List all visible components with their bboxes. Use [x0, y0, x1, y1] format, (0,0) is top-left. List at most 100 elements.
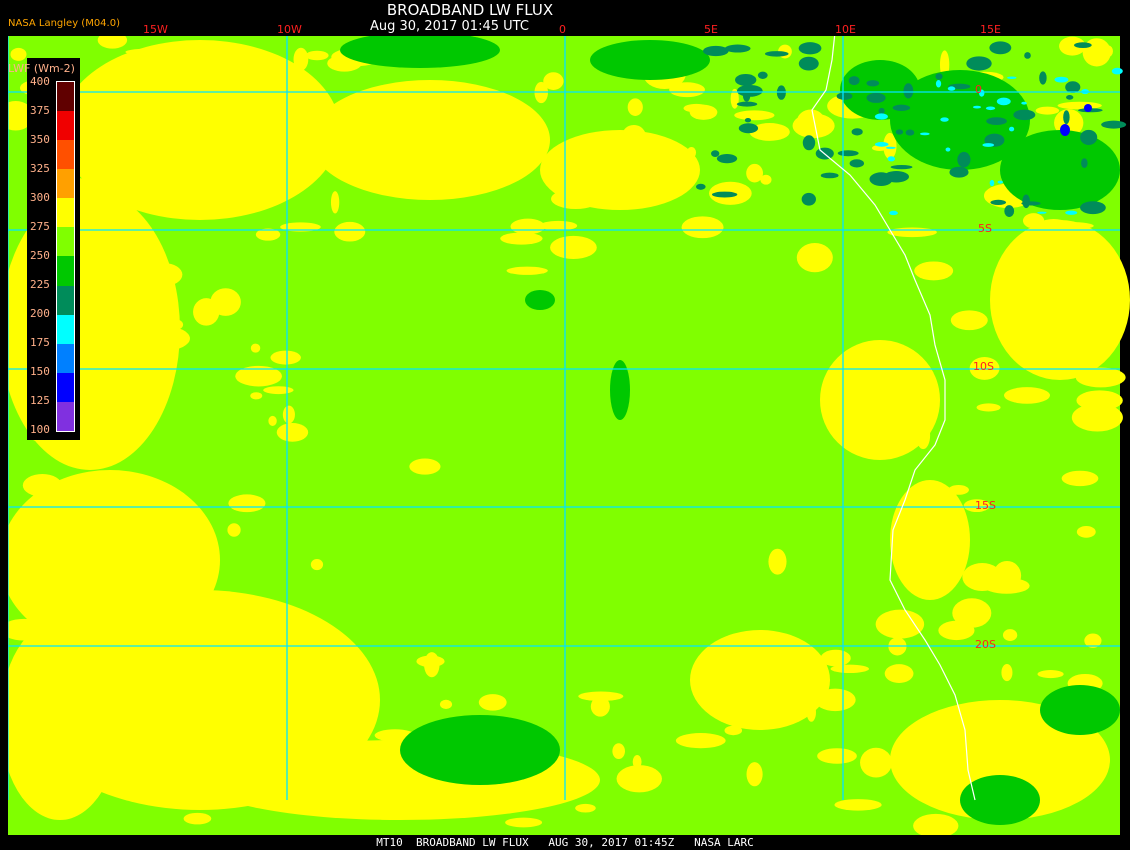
warm-patch — [1084, 633, 1102, 648]
warm-patch — [268, 415, 277, 426]
legend-tick: 200 — [30, 307, 50, 320]
cloud-patch — [1054, 76, 1069, 83]
warm-patch — [310, 558, 324, 571]
warm-patch — [887, 227, 937, 238]
cold-patch — [866, 92, 886, 103]
org-label: NASA Langley (M04.0) — [8, 18, 120, 29]
cold-patch — [848, 76, 860, 86]
cloud-patch — [985, 106, 996, 111]
warm-patch — [734, 110, 775, 121]
legend-tick: 375 — [30, 104, 50, 117]
graticule — [7, 36, 1120, 800]
warm-patch — [454, 120, 488, 142]
cold-patch — [935, 73, 943, 80]
warm-patch — [796, 243, 833, 273]
legend-swatch — [57, 111, 74, 141]
cold-patch — [736, 101, 758, 107]
warm-patch — [0, 618, 48, 641]
warm-region — [690, 630, 830, 730]
warm-patch — [268, 132, 292, 141]
cloud-patch — [1037, 211, 1047, 214]
warm-patch — [275, 632, 288, 640]
warm-patch — [490, 786, 507, 804]
warm-patch — [409, 458, 441, 475]
warm-patch — [156, 151, 180, 161]
legend-swatch — [57, 169, 74, 199]
lon-label: 10W — [277, 23, 302, 36]
legend-tick: 100 — [30, 423, 50, 436]
warm-patch — [192, 559, 214, 586]
deep-cloud — [1084, 104, 1092, 112]
warm-patch — [1059, 251, 1083, 265]
cold-patch — [1063, 110, 1070, 125]
cold-patch — [903, 83, 914, 99]
warm-patch — [21, 692, 73, 704]
cold-patch — [757, 71, 768, 79]
cold-patch — [837, 150, 859, 157]
legend-tick: 125 — [30, 394, 50, 407]
cloud-patch — [885, 146, 896, 149]
warm-patch — [1045, 221, 1094, 230]
warm-region — [890, 480, 970, 600]
warm-patch — [155, 752, 187, 765]
warm-patch — [612, 743, 625, 760]
cold-patch — [801, 192, 816, 206]
warm-patch — [334, 221, 366, 242]
warm-patch — [1076, 525, 1096, 538]
cool-region — [590, 40, 710, 80]
warm-patch — [962, 563, 1003, 592]
lon-label: 0 — [559, 23, 566, 36]
cold-patch — [1024, 52, 1031, 59]
warm-patch — [1047, 287, 1075, 306]
cold-patch — [711, 191, 738, 198]
cloud-patch — [945, 147, 951, 152]
warm-patch — [276, 423, 309, 442]
warm-patch — [89, 621, 131, 633]
legend-tick: 325 — [30, 162, 50, 175]
warm-patch — [1075, 367, 1126, 388]
cloud-patch — [978, 89, 985, 97]
warm-patch — [746, 163, 764, 183]
legend-color-bar — [56, 81, 75, 432]
warm-patch — [820, 649, 851, 667]
warm-patch — [327, 765, 378, 772]
footer-caption: MT10 BROADBAND LW FLUX AUG 30, 2017 01:4… — [0, 835, 1130, 850]
cold-patch — [716, 153, 738, 164]
cold-patch — [798, 56, 819, 71]
warm-patch — [125, 48, 169, 56]
cold-patch — [724, 44, 751, 53]
warm-patch — [221, 135, 262, 156]
warm-patch — [10, 47, 27, 61]
warm-patch — [746, 762, 763, 787]
cold-patch — [849, 159, 865, 168]
warm-patch — [282, 405, 295, 424]
warm-patch — [295, 793, 323, 804]
legend-tick: 350 — [30, 133, 50, 146]
warm-patch — [916, 421, 931, 450]
warm-patch — [305, 50, 329, 61]
legend-tick: 150 — [30, 365, 50, 378]
cold-patch — [1081, 158, 1088, 169]
warm-patch — [686, 147, 697, 159]
cool-region — [610, 360, 630, 420]
lon-label: 15W — [143, 23, 168, 36]
header-band — [0, 0, 1130, 36]
warm-patch — [504, 125, 548, 153]
warm-patch — [694, 691, 723, 700]
warm-patch — [675, 733, 726, 749]
warm-patch — [123, 741, 161, 760]
warm-patch — [86, 526, 131, 547]
warm-patch — [883, 132, 897, 160]
warm-patch — [7, 525, 21, 534]
legend-title: LWF (Wm-2) — [8, 62, 75, 75]
warm-patch — [1002, 629, 1018, 641]
legend-swatch — [57, 198, 74, 228]
warm-patch — [814, 688, 856, 712]
warm-patch — [550, 235, 597, 260]
warm-patch — [270, 350, 301, 365]
warm-patch — [1071, 403, 1123, 432]
warm-patch — [681, 216, 724, 239]
warm-patch — [112, 723, 131, 738]
legend-tick: 400 — [30, 75, 50, 88]
warm-patch — [266, 73, 290, 88]
